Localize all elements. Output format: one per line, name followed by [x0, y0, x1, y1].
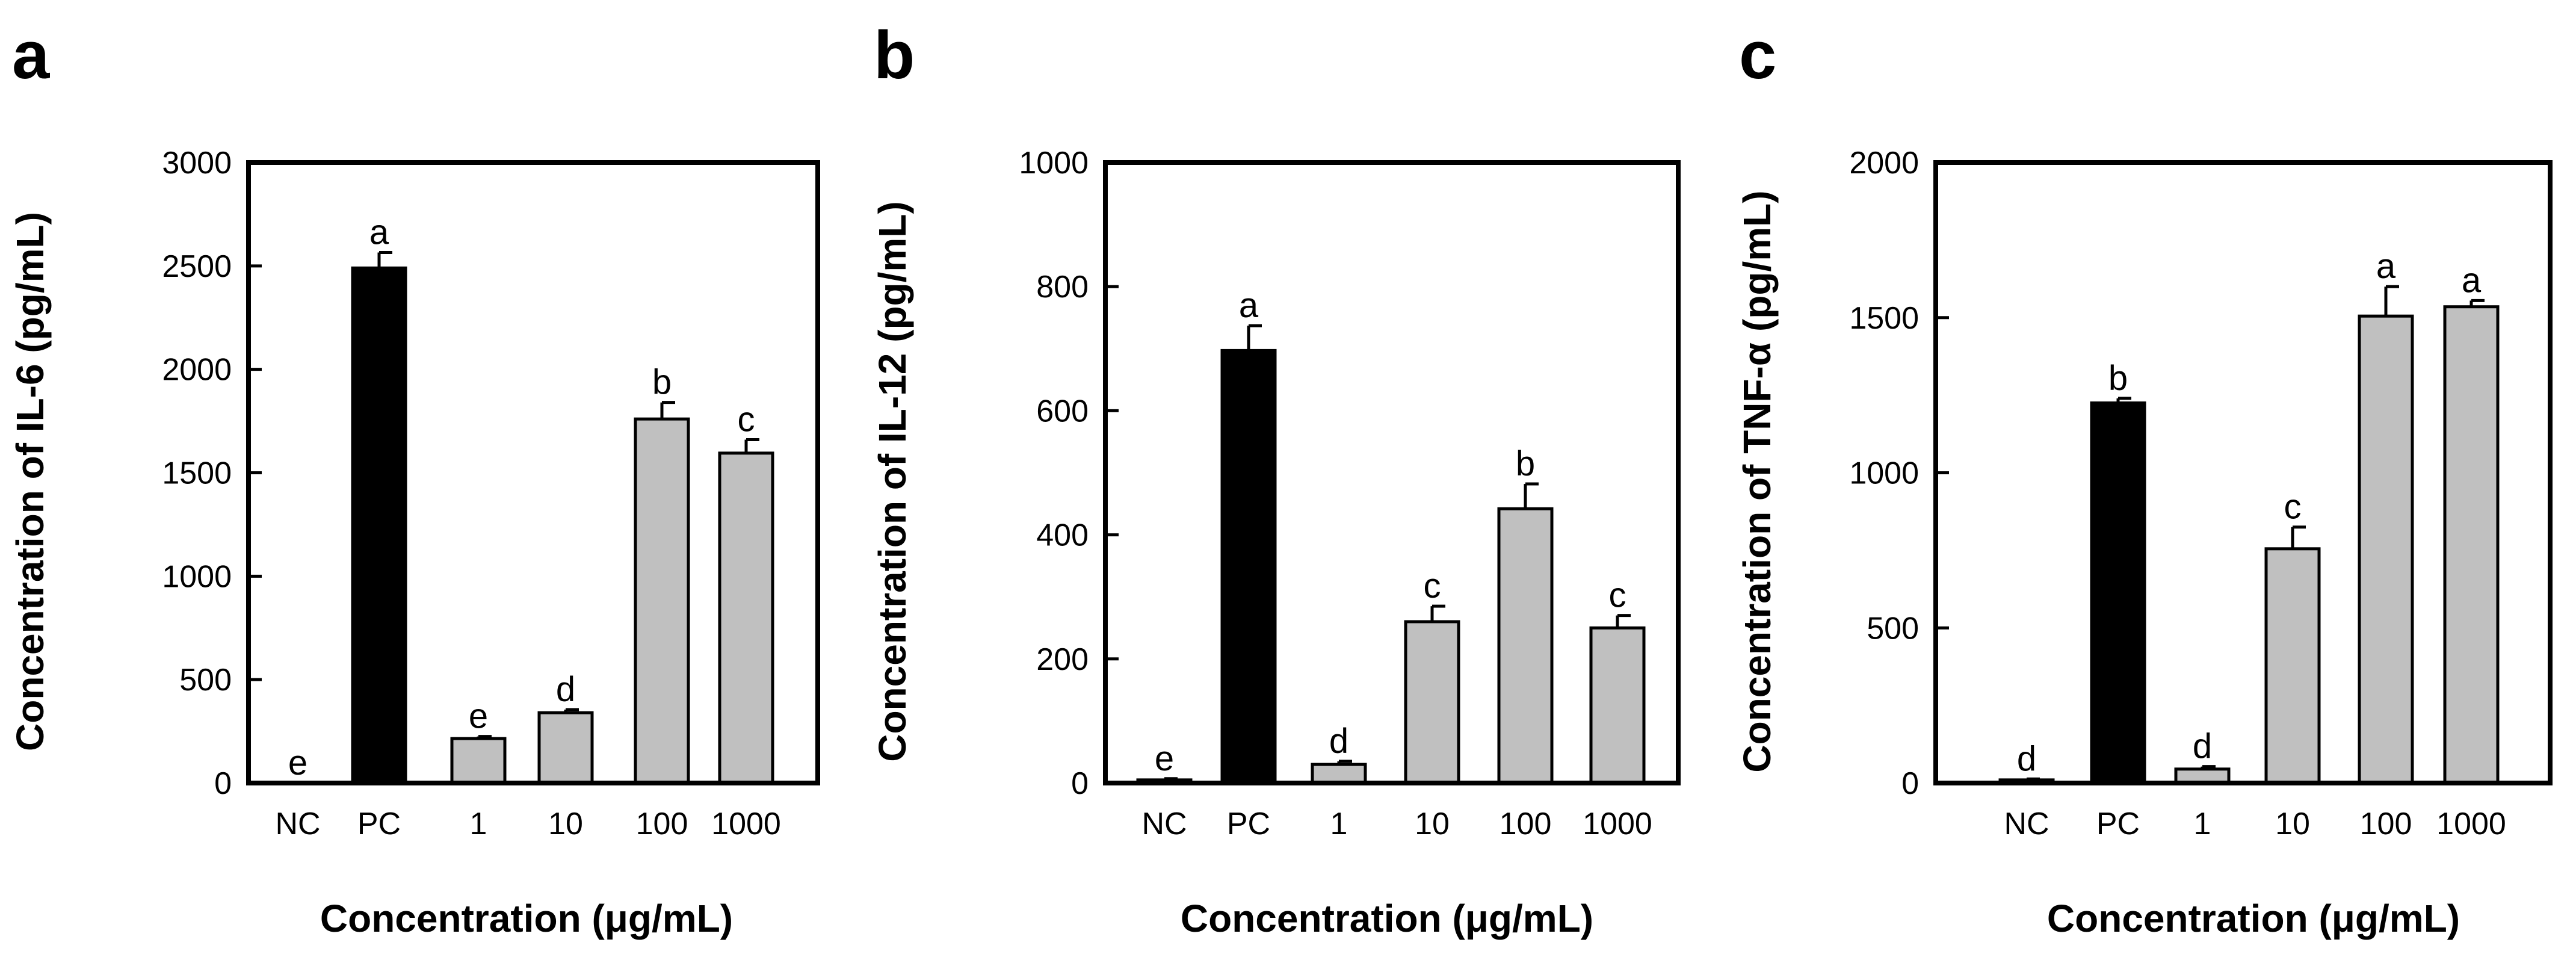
bar	[1589, 626, 1646, 785]
significance-label: c	[2284, 488, 2302, 527]
significance-label: d	[2193, 727, 2212, 766]
significance-label: d	[556, 670, 575, 709]
panel-letter-c: c	[1739, 17, 1776, 93]
x-tick-label: 1	[2194, 807, 2211, 841]
panel-c: c Concentration of TNF-α (pg/mL) Concent…	[1735, 17, 2553, 940]
x-tick-label: 100	[1500, 807, 1552, 841]
significance-label: e	[1155, 739, 1174, 778]
bar	[1404, 620, 1460, 785]
significance-label: a	[369, 212, 389, 252]
x-tick-label: 100	[636, 807, 688, 841]
significance-label: b	[652, 363, 672, 402]
plot-frame	[1103, 160, 1681, 785]
y-tick-label: 800	[1036, 270, 1089, 305]
y-tick-label: 500	[179, 663, 232, 698]
significance-label: c	[1424, 566, 1441, 605]
significance-label: b	[1516, 444, 1535, 483]
bar	[2090, 401, 2146, 785]
x-tick-label: 1000	[711, 807, 781, 841]
plot-frame	[1933, 160, 2553, 785]
panel-a: a Concentration of IL-6 (pg/mL) Concentr…	[8, 17, 820, 940]
x-tick-label: PC	[357, 807, 401, 841]
y-axis-label: Concentration of IL-12 (pg/mL)	[871, 201, 914, 762]
bar	[537, 711, 594, 785]
plot-area: 0 200 400 600 800 1000 e NC a PC d 1 c 10 b 100 c 1000	[1019, 146, 1652, 841]
y-tick-label: 1000	[1019, 146, 1089, 181]
bar	[2264, 547, 2321, 785]
y-tick-label: 1500	[162, 456, 232, 491]
y-tick-label: 1000	[1849, 456, 1919, 491]
significance-label: a	[2376, 247, 2396, 286]
plot-area: 0 500 1000 1500 2000 d NC b PC d 1 c 10 a 100 a 1000	[1849, 146, 2506, 841]
x-tick-label: NC	[1141, 807, 1187, 841]
bar	[450, 737, 507, 785]
bar	[2443, 305, 2500, 785]
x-tick-label: PC	[2096, 807, 2140, 841]
y-axis-label: Concentration of IL-6 (pg/mL)	[8, 212, 52, 751]
y-tick-label: 2500	[162, 249, 232, 284]
y-tick-label: 600	[1036, 394, 1089, 429]
x-tick-label: 100	[2360, 807, 2412, 841]
x-tick-label: PC	[1227, 807, 1270, 841]
y-axis-label: Concentration of TNF-α (pg/mL)	[1735, 190, 1779, 772]
bar	[718, 451, 774, 785]
panel-letter-a: a	[12, 17, 50, 93]
x-axis-label: Concentration (μg/mL)	[2047, 897, 2460, 940]
x-tick-label: 1	[470, 807, 487, 841]
significance-label: c	[738, 400, 755, 439]
significance-label: b	[2108, 359, 2128, 398]
y-tick-label: 2000	[162, 353, 232, 388]
x-tick-label: 10	[548, 807, 583, 841]
significance-label: e	[288, 743, 307, 782]
significance-label: e	[469, 697, 488, 736]
bar	[1497, 507, 1554, 785]
x-tick-label: 10	[1415, 807, 1450, 841]
significance-label: d	[2017, 739, 2036, 778]
x-tick-label: NC	[2004, 807, 2049, 841]
y-tick-label: 2000	[1849, 146, 1919, 181]
y-tick-label: 1500	[1849, 301, 1919, 336]
panel-letter-b: b	[874, 17, 915, 93]
bar	[351, 266, 407, 785]
bar	[1220, 348, 1277, 785]
panel-b: b Concentration of IL-12 (pg/mL) Concent…	[871, 17, 1681, 940]
x-axis-label: Concentration (μg/mL)	[1181, 897, 1593, 940]
plot-frame	[246, 160, 820, 785]
x-axis-label: Concentration (μg/mL)	[320, 897, 733, 940]
y-tick-label: 500	[1867, 611, 1919, 646]
y-tick-label: 0	[1071, 766, 1089, 801]
x-tick-label: 10	[2275, 807, 2310, 841]
x-tick-label: 1000	[1583, 807, 1652, 841]
y-tick-label: 1000	[162, 559, 232, 594]
y-tick-label: 200	[1036, 642, 1089, 677]
significance-label: d	[1329, 722, 1348, 761]
y-tick-label: 0	[214, 766, 232, 801]
bar	[634, 417, 690, 785]
significance-label: c	[1609, 576, 1626, 615]
significance-label: a	[2462, 261, 2482, 300]
bar	[2358, 314, 2414, 785]
y-tick-label: 3000	[162, 146, 232, 181]
x-tick-label: 1000	[2436, 807, 2506, 841]
bar	[1311, 763, 1367, 785]
x-tick-label: NC	[275, 807, 320, 841]
y-tick-label: 0	[1901, 766, 1919, 801]
y-tick-label: 400	[1036, 518, 1089, 553]
x-tick-label: 1	[1330, 807, 1348, 841]
significance-label: a	[1239, 286, 1259, 325]
plot-area: 0 500 1000 1500 2000 2500 3000 e NC a PC e 1 d 10 b 100 c…	[162, 146, 781, 841]
